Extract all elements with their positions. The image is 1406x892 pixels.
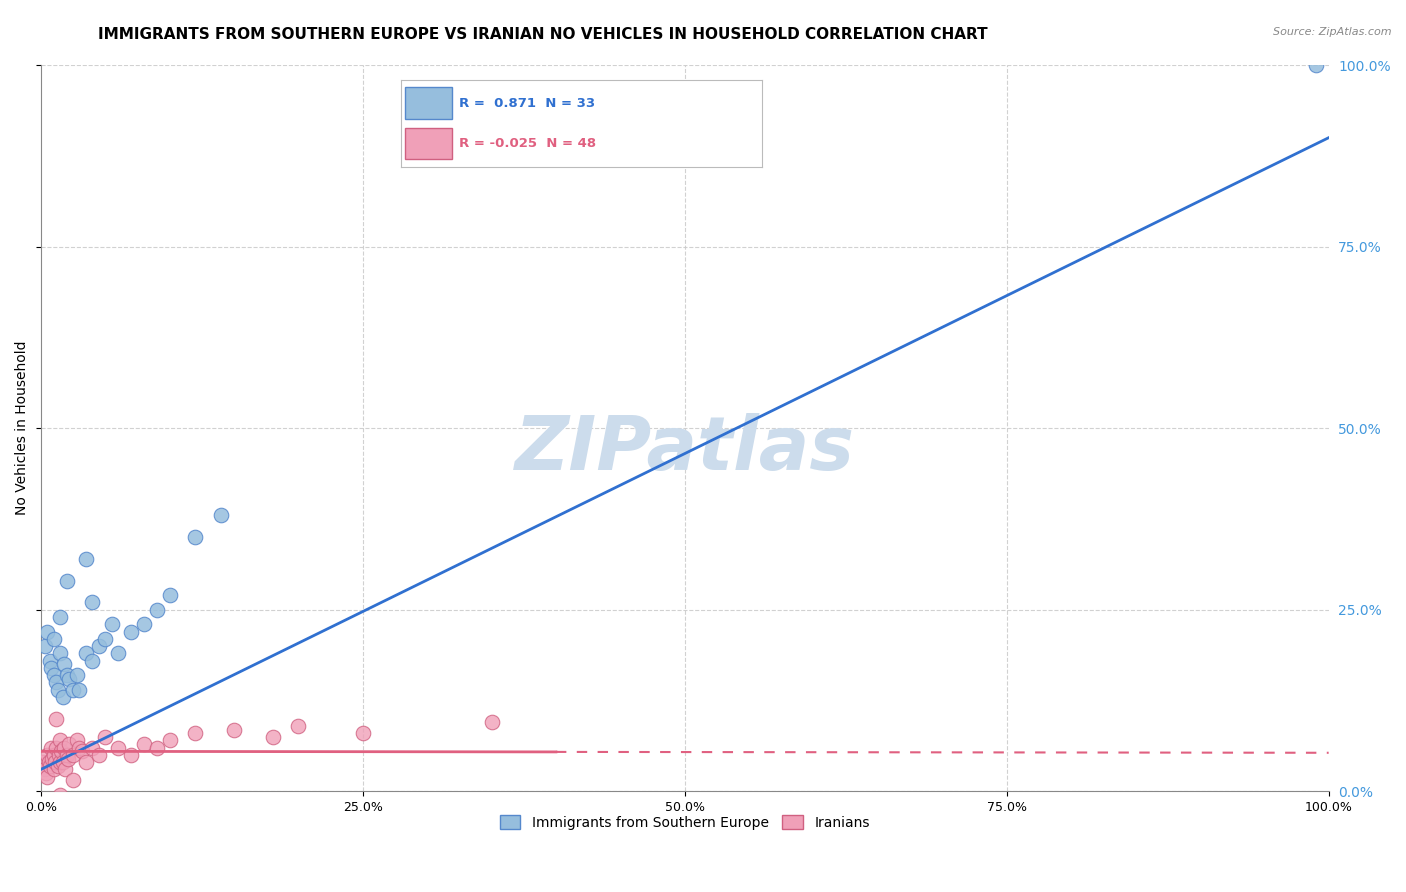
Point	[42, 632, 65, 646]
Point	[79, 798, 101, 813]
Point	[69, 682, 91, 697]
Point	[100, 617, 122, 632]
Text: IMMIGRANTS FROM SOUTHERN EUROPE VS IRANIAN NO VEHICLES IN HOUSEHOLD CORRELATION : IMMIGRANTS FROM SOUTHERN EUROPE VS IRANI…	[98, 27, 988, 42]
Point	[82, 654, 104, 668]
Point	[159, 733, 181, 747]
Point	[120, 747, 142, 762]
Point	[39, 740, 62, 755]
Point	[45, 712, 67, 726]
Point	[37, 770, 59, 784]
Point	[70, 744, 93, 758]
Point	[49, 756, 72, 770]
Point	[34, 763, 56, 777]
Point	[132, 617, 155, 632]
Point	[222, 723, 245, 737]
Point	[75, 646, 97, 660]
Point	[75, 756, 97, 770]
Legend: Immigrants from Southern Europe, Iranians: Immigrants from Southern Europe, Iranian…	[494, 809, 876, 835]
Point	[41, 751, 63, 765]
Point	[1305, 58, 1327, 72]
Point	[120, 624, 142, 639]
Point	[48, 747, 70, 762]
Point	[52, 690, 75, 704]
Point	[46, 682, 69, 697]
Text: Source: ZipAtlas.com: Source: ZipAtlas.com	[1274, 27, 1392, 37]
Point	[107, 646, 129, 660]
Point	[66, 733, 89, 747]
Point	[75, 552, 97, 566]
Point	[34, 639, 56, 653]
Point	[209, 508, 232, 523]
Y-axis label: No Vehicles in Household: No Vehicles in Household	[15, 341, 30, 516]
Point	[39, 791, 62, 805]
Point	[49, 733, 72, 747]
Point	[352, 726, 374, 740]
Point	[38, 756, 60, 770]
Point	[69, 740, 91, 755]
Point	[49, 646, 72, 660]
Point	[66, 668, 89, 682]
Point	[58, 672, 80, 686]
Point	[82, 740, 104, 755]
Point	[46, 759, 69, 773]
Point	[32, 756, 55, 770]
Point	[82, 595, 104, 609]
Point	[42, 763, 65, 777]
Point	[56, 751, 79, 765]
Point	[184, 530, 207, 544]
Point	[55, 574, 77, 588]
Point	[49, 788, 72, 802]
Point	[38, 654, 60, 668]
Point	[87, 639, 110, 653]
Point	[287, 719, 309, 733]
Point	[62, 773, 84, 788]
Point	[481, 715, 503, 730]
Point	[37, 624, 59, 639]
Point	[62, 682, 84, 697]
Point	[159, 588, 181, 602]
Point	[38, 759, 60, 773]
Point	[262, 730, 284, 744]
Point	[53, 740, 76, 755]
Point	[45, 740, 67, 755]
Point	[94, 632, 117, 646]
Point	[42, 747, 65, 762]
Point	[55, 747, 77, 762]
Point	[45, 675, 67, 690]
Point	[37, 747, 59, 762]
Point	[87, 747, 110, 762]
Point	[184, 726, 207, 740]
Point	[53, 763, 76, 777]
Point	[35, 766, 58, 780]
Point	[44, 756, 66, 770]
Point	[58, 737, 80, 751]
Point	[39, 661, 62, 675]
Text: ZIPatlas: ZIPatlas	[515, 414, 855, 486]
Point	[145, 740, 167, 755]
Point	[62, 747, 84, 762]
Point	[53, 657, 76, 672]
Point	[107, 740, 129, 755]
Point	[49, 610, 72, 624]
Point	[52, 756, 75, 770]
Point	[55, 668, 77, 682]
Point	[94, 730, 117, 744]
Point	[42, 668, 65, 682]
Point	[145, 603, 167, 617]
Point	[132, 737, 155, 751]
Point	[51, 744, 73, 758]
